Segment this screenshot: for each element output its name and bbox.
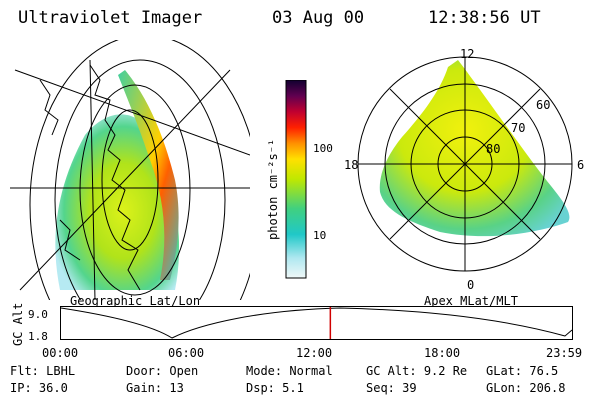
mlt-label-18: 18	[344, 158, 359, 172]
colorbar	[285, 80, 307, 279]
mlat-label-80: 80	[486, 142, 501, 156]
geographic-caption: Geographic Lat/Lon	[70, 294, 201, 308]
time-tick-0600: 06:00	[168, 346, 205, 360]
coastline	[89, 64, 141, 291]
altitude-plot	[60, 306, 573, 340]
aurora-arc	[118, 70, 179, 280]
info-flt: Flt: LBHL	[10, 364, 76, 378]
altitude-axis-label: GC Alt	[11, 302, 25, 346]
info-gain: Gain: 13	[126, 381, 184, 395]
mlt-label-12: 12	[460, 47, 475, 61]
altitude-tick-9: 9.0	[28, 308, 48, 321]
info-seq: Seq: 39	[366, 381, 417, 395]
colorbar-tick-10: 10	[313, 229, 327, 242]
info-door: Door: Open	[126, 364, 199, 378]
mlt-label-0: 0	[467, 278, 475, 292]
altitude-tick-1-8: 1.8	[28, 330, 48, 343]
info-dsp: Dsp: 5.1	[246, 381, 304, 395]
polar-caption: Apex MLat/MLT	[424, 294, 518, 308]
colorbar-unit-label: photon cm⁻²s⁻¹	[266, 138, 280, 240]
info-glat: GLat: 76.5	[486, 364, 559, 378]
altitude-curve	[60, 307, 573, 339]
polar-map	[357, 56, 573, 272]
info-gc-alt: GC Alt: 9.2 Re	[366, 364, 468, 378]
time-tick-1200: 12:00	[296, 346, 333, 360]
observation-date: 03 Aug 00	[272, 8, 365, 28]
colorbar-tick-100: 100	[313, 142, 333, 155]
info-ip: IP: 36.0	[10, 381, 68, 395]
time-tick-0000: 00:00	[42, 346, 79, 360]
time-tick-1800: 18:00	[424, 346, 461, 360]
time-tick-2359: 23:59	[546, 346, 583, 360]
mlat-label-60: 60	[536, 98, 551, 112]
geographic-map	[10, 40, 250, 300]
info-glon: GLon: 206.8	[486, 381, 566, 395]
mlt-label-6: 6	[577, 158, 585, 172]
aurora-image	[55, 114, 180, 290]
observation-time: 12:38:56 UT	[428, 8, 541, 28]
instrument-title: Ultraviolet Imager	[18, 8, 203, 28]
polar-aurora-image	[379, 60, 570, 237]
info-mode: Mode: Normal	[246, 364, 333, 378]
mlat-label-70: 70	[511, 121, 526, 135]
